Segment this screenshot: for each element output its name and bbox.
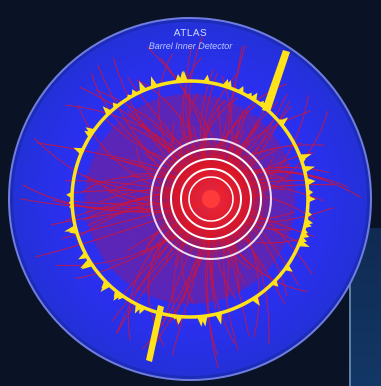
energy-deposit (271, 279, 279, 287)
energy-deposit (302, 228, 308, 235)
energy-deposit (278, 117, 289, 127)
energy-deposit (73, 147, 84, 155)
energy-deposit (150, 76, 158, 88)
energy-deposit (84, 130, 93, 138)
energy-deposit (175, 316, 183, 325)
energy-deposit (131, 89, 139, 97)
energy-deposit (250, 92, 258, 102)
jet-upper-right (262, 50, 290, 112)
energy-deposit (85, 127, 95, 136)
energy-deposit (139, 81, 147, 93)
energy-deposit (126, 94, 133, 100)
energy-deposit (113, 290, 121, 298)
energy-deposit (112, 102, 120, 110)
energy-deposit (245, 92, 253, 99)
energy-deposit (306, 178, 316, 186)
energy-deposit (307, 195, 316, 203)
energy-deposit (175, 74, 183, 82)
energy-deposit (307, 188, 314, 196)
energy-deposit (215, 312, 222, 325)
energy-deposit (197, 316, 204, 327)
silicon-layers (150, 138, 272, 260)
energy-deposit (303, 166, 315, 173)
energy-deposit (66, 191, 73, 199)
energy-deposit (102, 106, 112, 116)
energy-deposit (298, 239, 310, 247)
energy-deposit (237, 86, 244, 94)
energy-deposit (180, 70, 188, 82)
energy-deposit (81, 260, 93, 270)
energy-deposit (68, 199, 73, 207)
energy-deposit (251, 295, 260, 306)
energy-deposit (113, 291, 122, 301)
energy-deposit (305, 218, 314, 226)
energy-deposit (203, 74, 210, 83)
energy-deposit (284, 264, 293, 272)
energy-deposit (277, 119, 283, 125)
energy-deposit (299, 153, 312, 162)
jet-lower-left (146, 305, 164, 362)
energy-deposit (222, 79, 229, 88)
energy-deposit (306, 210, 312, 218)
energy-deposit (101, 280, 110, 289)
energy-deposit (139, 305, 146, 315)
beam-spot (202, 190, 220, 208)
energy-deposit (118, 293, 125, 300)
energy-deposit (69, 227, 78, 234)
energy-deposits (64, 70, 316, 327)
energy-deposit (78, 251, 88, 260)
